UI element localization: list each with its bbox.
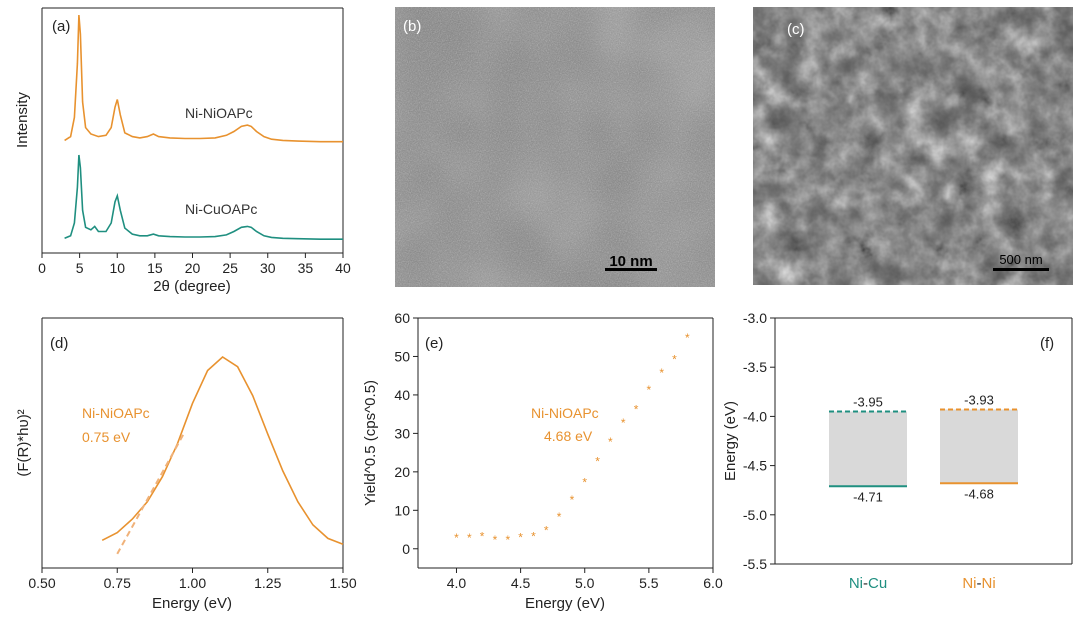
chart-d-xtick-label: 1.25 bbox=[254, 575, 281, 591]
chart-d-annotation-value: 0.75 eV bbox=[82, 429, 131, 445]
chart-f-band-2 bbox=[940, 409, 1018, 484]
chart-a-panel-label: (a) bbox=[52, 18, 70, 35]
chart-e-ylabel: Yield^0.5 (cps^0.5) bbox=[362, 380, 379, 506]
chart-f-band-1-bottom-label: -4.71 bbox=[853, 489, 883, 504]
chart-e-ytick-label: 50 bbox=[394, 348, 410, 364]
chart-f-panel-label: (f) bbox=[1040, 335, 1054, 352]
chart-e-point: * bbox=[659, 366, 664, 380]
chart-e-point: * bbox=[685, 331, 690, 345]
chart-f-category-1: Ni-Cu bbox=[849, 575, 887, 592]
chart-a-xtick-label: 30 bbox=[260, 260, 276, 276]
chart-f-ytick-label: -5.0 bbox=[743, 507, 767, 523]
chart-e-ytick-label: 30 bbox=[394, 425, 410, 441]
chart-e-point: * bbox=[608, 435, 613, 449]
chart-e-xtick-label: 5.5 bbox=[639, 575, 659, 591]
tem-scalebar-label: 10 nm bbox=[609, 253, 652, 270]
chart-f-band-2-bottom-label: -4.68 bbox=[964, 486, 994, 501]
chart-a-series-label-2: Ni-CuOAPc bbox=[185, 201, 257, 217]
chart-a-xtick-label: 25 bbox=[222, 260, 238, 276]
chart-d-panel-label: (d) bbox=[50, 335, 68, 352]
chart-f-band-2-top-label: -3.93 bbox=[964, 393, 994, 408]
chart-d: 0.50 0.75 1.00 1.25 1.50 (d) Ni-NiOAPc 0.75 … bbox=[15, 317, 357, 612]
chart-e-point: * bbox=[621, 416, 626, 430]
chart-d-ylabel: (F(R)*hυ)² bbox=[15, 409, 32, 476]
chart-e-xtick-label: 6.0 bbox=[703, 575, 723, 591]
chart-e-point: * bbox=[467, 531, 472, 545]
chart-a-xlabel: 2θ (degree) bbox=[153, 278, 231, 295]
chart-f: -3.0 -3.5 -4.0 -4.5 -5.0 -5.5 -3.95 -4.71 Ni-Cu… bbox=[722, 310, 1073, 592]
chart-f-ytick-label: -4.0 bbox=[743, 408, 767, 424]
sem-image: (c) 500 nm bbox=[753, 7, 1073, 285]
chart-f-category-2: Ni-Ni bbox=[962, 575, 995, 592]
chart-e-point: * bbox=[531, 529, 536, 543]
tem-scalebar bbox=[605, 268, 657, 271]
chart-a-xtick-label: 5 bbox=[76, 260, 84, 276]
sem-panel-label: (c) bbox=[787, 21, 805, 38]
chart-a-xtick-label: 10 bbox=[109, 260, 125, 276]
chart-f-band-1-top-label: -3.95 bbox=[853, 394, 883, 409]
chart-d-xtick-label: 1.00 bbox=[179, 575, 206, 591]
chart-e-point: * bbox=[454, 531, 459, 545]
chart-e-xlabel: Energy (eV) bbox=[525, 595, 605, 612]
chart-e-point: * bbox=[480, 529, 485, 543]
chart-e-xtick-label: 4.0 bbox=[447, 575, 467, 591]
chart-e-point: * bbox=[493, 533, 498, 547]
chart-e-ytick-label: 60 bbox=[394, 310, 410, 326]
sem-scalebar bbox=[993, 268, 1049, 271]
chart-d-xtick-label: 0.75 bbox=[104, 575, 131, 591]
chart-e-ytick-label: 10 bbox=[394, 502, 410, 518]
chart-a-xtick-label: 20 bbox=[185, 260, 201, 276]
chart-e-ytick-label: 0 bbox=[402, 541, 410, 557]
chart-e-xtick-label: 5.0 bbox=[575, 575, 595, 591]
chart-a-xtick-label: 15 bbox=[147, 260, 163, 276]
chart-e-ytick-label: 20 bbox=[394, 464, 410, 480]
chart-f-ytick-label: -3.0 bbox=[743, 310, 767, 326]
chart-e-annotation-value: 4.68 eV bbox=[544, 428, 593, 444]
chart-e-annotation-name: Ni-NiOAPc bbox=[531, 405, 599, 421]
chart-e-ytick-label: 40 bbox=[394, 387, 410, 403]
chart-d-annotation-name: Ni-NiOAPc bbox=[82, 405, 150, 421]
chart-f-ylabel: Energy (eV) bbox=[722, 401, 739, 481]
sem-scalebar-label: 500 nm bbox=[999, 252, 1042, 267]
chart-e-point: * bbox=[595, 454, 600, 468]
chart-a-xtick-label: 35 bbox=[298, 260, 314, 276]
chart-a-ylabel: Intensity bbox=[14, 92, 31, 148]
chart-e-xtick-label: 4.5 bbox=[511, 575, 531, 591]
chart-f-ytick-label: -4.5 bbox=[743, 458, 767, 474]
chart-a-xtick-label: 40 bbox=[335, 260, 351, 276]
chart-e-point: * bbox=[647, 383, 652, 397]
chart-e-point: * bbox=[634, 402, 639, 416]
chart-a-series-1-line bbox=[64, 14, 343, 143]
chart-d-xtick-label: 0.50 bbox=[28, 575, 55, 591]
chart-e-point: * bbox=[505, 533, 510, 547]
chart-d-xtick-label: 1.50 bbox=[329, 575, 356, 591]
chart-e-point: * bbox=[518, 530, 523, 544]
chart-d-xlabel: Energy (eV) bbox=[152, 595, 232, 612]
chart-a-series-label-1: Ni-NiOAPc bbox=[185, 105, 253, 121]
chart-e: 4.0 4.5 5.0 5.5 6.0 0 10 20 30 40 50 60 * * * * * * * * * * *… bbox=[362, 310, 723, 612]
chart-e-panel-label: (e) bbox=[425, 335, 443, 352]
chart-f-band-1 bbox=[829, 411, 907, 487]
chart-e-point: * bbox=[582, 475, 587, 489]
tem-panel-label: (b) bbox=[403, 18, 421, 35]
chart-e-point: * bbox=[544, 524, 549, 538]
chart-e-point: * bbox=[672, 352, 677, 366]
chart-a-xtick-label: 0 bbox=[38, 260, 46, 276]
chart-d-tangent-line bbox=[116, 433, 185, 555]
chart-e-point: * bbox=[557, 510, 562, 524]
chart-a-series-2-line bbox=[64, 154, 343, 240]
chart-a: 0 5 10 15 20 25 30 35 40 (a) Ni-NiOAPc Ni-CuOAPc… bbox=[14, 7, 351, 295]
chart-f-ytick-label: -3.5 bbox=[743, 359, 767, 375]
tem-image: (b) 10 nm bbox=[395, 7, 715, 287]
chart-e-point: * bbox=[570, 493, 575, 507]
chart-f-ytick-label: -5.5 bbox=[743, 556, 767, 572]
